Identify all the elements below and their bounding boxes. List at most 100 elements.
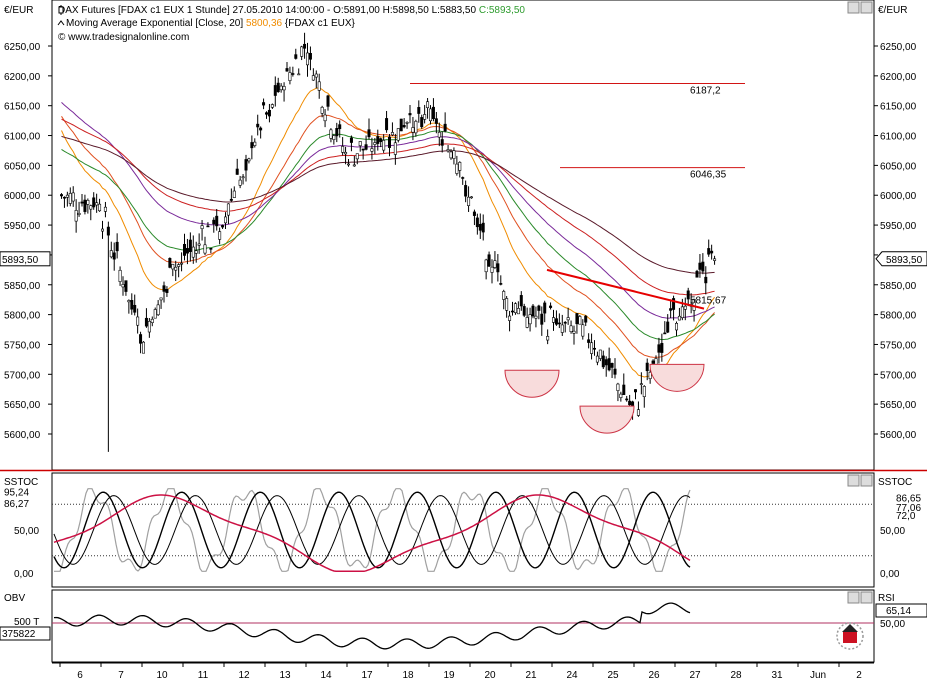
candle-body <box>253 141 257 146</box>
candle-body <box>115 241 119 252</box>
date-label: 20 <box>484 670 496 681</box>
candle-body <box>467 196 471 206</box>
candle-body <box>215 215 219 227</box>
candle-body <box>329 129 333 139</box>
sstoc-d <box>53 495 691 565</box>
candle-body <box>695 270 699 278</box>
candle-body <box>528 314 532 325</box>
candle-body <box>264 112 268 115</box>
candle-body <box>68 193 72 204</box>
trendline: 5815,67 <box>546 268 727 310</box>
sstoc-ytick-right: 50,00 <box>880 526 905 537</box>
candle-body <box>209 247 213 250</box>
candle-body <box>382 140 386 151</box>
candle-body <box>502 291 506 300</box>
candle-body <box>449 151 453 159</box>
candle-body <box>338 124 342 130</box>
candle-body <box>680 306 684 318</box>
candle-body <box>89 205 93 210</box>
obv-pane[interactable] <box>51 589 875 663</box>
candle-body <box>332 135 336 140</box>
candle-body <box>267 109 271 117</box>
candle-body <box>622 384 626 395</box>
candle-body <box>106 226 110 236</box>
candle-body <box>417 107 421 114</box>
sstoc-restore-button[interactable] <box>847 474 860 487</box>
pattern-circles <box>504 363 705 434</box>
candle-body <box>130 300 134 310</box>
candle-body <box>364 144 368 150</box>
candle-body <box>59 194 63 197</box>
candle-body <box>346 163 350 166</box>
price-pane[interactable] <box>51 0 875 471</box>
restore-button[interactable] <box>847 1 860 14</box>
candle-body <box>244 159 248 171</box>
ema-legend-suffix: {FDAX c1 EUX} <box>282 18 355 29</box>
candle-body <box>270 104 274 108</box>
candle-body <box>133 304 137 313</box>
candle-body <box>83 199 87 212</box>
close-button[interactable] <box>860 1 873 14</box>
candle-body <box>238 179 242 186</box>
candle-body <box>446 149 450 152</box>
sstoc-value-2: 86,27 <box>4 499 29 510</box>
candle-body <box>569 325 573 333</box>
candle-body <box>616 383 620 391</box>
candle-body <box>206 225 210 228</box>
sstoc-ytick-left: 50,00 <box>14 526 39 537</box>
pattern-circle <box>649 363 705 392</box>
sstoc-close-button[interactable] <box>860 474 873 487</box>
candle-body <box>575 313 579 325</box>
candle-body <box>387 136 391 148</box>
ytick-right-label: 5750,00 <box>880 340 917 351</box>
ema-legend-value: 5800,36 <box>246 18 283 29</box>
last-price-left: 5893,50 <box>2 255 39 266</box>
candle-body <box>636 409 640 416</box>
ytick-right-label: 5700,00 <box>880 370 917 381</box>
candle-body <box>598 349 602 359</box>
candle-body <box>701 261 705 272</box>
candle-body <box>592 347 596 350</box>
candle-body <box>112 252 116 260</box>
obv-close-button[interactable] <box>860 591 873 604</box>
candle-body <box>628 400 632 406</box>
candle-body <box>153 309 157 319</box>
candle-body <box>370 148 374 152</box>
candle-body <box>71 192 75 202</box>
candle-body <box>101 228 105 232</box>
candle-body <box>127 300 131 303</box>
pane-buttons-right[interactable] <box>847 1 873 604</box>
candle-body <box>314 73 318 78</box>
candle-body <box>235 168 239 175</box>
sstoc-right-1: 86,65 <box>896 493 921 504</box>
sstoc-right-2: 77,06 <box>896 503 921 514</box>
candle-body <box>185 248 189 254</box>
candle-body <box>590 342 594 354</box>
date-label: 7 <box>118 670 124 681</box>
obv-restore-button[interactable] <box>847 591 860 604</box>
candle-body <box>396 128 400 141</box>
price-yaxis-left: 6250,00 6200,00 6150,00 6100,00 6050,00 6000,… <box>4 42 52 441</box>
sstoc-ytick-right: 0,00 <box>880 569 900 580</box>
price-candles <box>59 32 717 452</box>
candle-body <box>663 332 667 335</box>
candle-body <box>660 342 664 353</box>
sstoc-k <box>53 491 691 569</box>
candle-body <box>651 360 655 364</box>
candle-body <box>475 217 479 228</box>
candle-body <box>241 176 245 179</box>
candle-body <box>399 118 403 132</box>
candle-body <box>197 243 201 246</box>
candle-body <box>156 304 160 316</box>
date-label: 25 <box>607 670 619 681</box>
ytick-right-label: 6050,00 <box>880 161 917 172</box>
price-yaxis-right: 6250,00 6200,00 6150,00 6100,00 6050,00 6000,… <box>874 42 917 441</box>
candle-body <box>200 225 204 230</box>
candle-body <box>578 316 582 325</box>
instrument-info: DAX Futures [FDAX c1 EUX 1 Stunde] 27.05… <box>58 5 525 16</box>
candle-body <box>458 162 462 171</box>
sstoc-pane[interactable] <box>51 472 875 588</box>
date-label: 24 <box>566 670 578 681</box>
